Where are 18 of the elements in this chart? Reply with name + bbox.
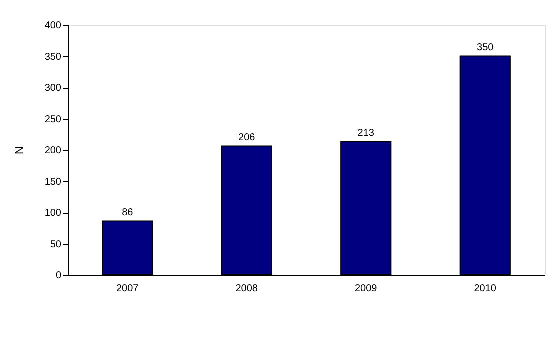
- y-tick-label: 300: [44, 83, 62, 94]
- x-tick-label: 2009: [355, 284, 378, 294]
- data-label: 206: [238, 132, 256, 144]
- y-axis-title: N: [14, 146, 26, 154]
- x-tick-label: 2008: [236, 284, 258, 294]
- y-tick-label: 100: [44, 208, 62, 219]
- y-tick-label: 350: [44, 52, 62, 63]
- y-tick-label: 400: [44, 20, 62, 32]
- data-label: 213: [358, 128, 375, 139]
- data-label: 350: [477, 42, 494, 54]
- data-label: 86: [122, 207, 134, 218]
- y-tick-label: 200: [44, 146, 62, 156]
- y-tick-label: 250: [44, 114, 62, 126]
- x-tick-label: 2007: [116, 284, 140, 294]
- y-tick-label: 50: [50, 239, 62, 250]
- x-tick-label: 2010: [474, 284, 497, 294]
- y-tick-label: 150: [44, 176, 62, 188]
- y-tick-label: 0: [56, 270, 62, 282]
